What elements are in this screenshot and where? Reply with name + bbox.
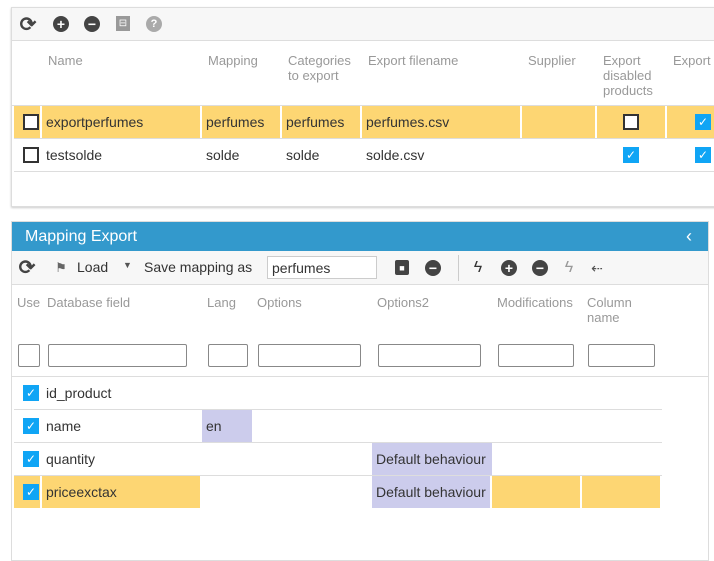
col-export-disabled[interactable]: Export disabled products: [603, 53, 653, 98]
lightning-disabled-icon[interactable]: ϟ: [564, 259, 574, 276]
add-field-icon[interactable]: +: [501, 260, 517, 276]
cell-name: exportperfumes: [42, 106, 202, 138]
cell-options2[interactable]: Default behaviour: [372, 443, 492, 475]
filter-column-name[interactable]: [588, 344, 655, 367]
col-modifications[interactable]: Modifications: [497, 295, 573, 310]
col-database-field[interactable]: Database field: [47, 295, 131, 310]
mapping-row[interactable]: ✓ name en: [14, 410, 662, 443]
cell-lang[interactable]: en: [202, 410, 252, 442]
cell-field: id_product: [46, 385, 112, 401]
cell-filename: perfumes.csv: [362, 106, 522, 138]
col-options[interactable]: Options: [257, 295, 302, 310]
cell-field: priceexctax: [42, 476, 202, 508]
exports-toolbar: ⟳ + − ⊟ ?: [12, 8, 714, 41]
delete-mapping-icon[interactable]: −: [425, 260, 441, 276]
load-dropdown-caret-icon[interactable]: ▼: [123, 260, 132, 270]
cell-name: testsolde: [46, 147, 103, 163]
cell-modifications[interactable]: [492, 476, 582, 508]
cell-mapping: solde: [206, 147, 240, 163]
filter-options2[interactable]: [378, 344, 481, 367]
use-checkbox[interactable]: ✓: [23, 418, 39, 434]
table-row[interactable]: exportperfumes perfumes perfumes perfume…: [14, 106, 714, 139]
use-checkbox[interactable]: ✓: [23, 484, 39, 500]
remove-icon[interactable]: −: [84, 16, 100, 32]
mapping-toolbar: ⟳ ⚑ Load ▼ Save mapping as ■ − ϟ + − ϟ ⇠: [12, 251, 708, 285]
use-checkbox[interactable]: ✓: [23, 385, 39, 401]
export-combinations-checkbox[interactable]: ✓: [695, 114, 711, 130]
import-icon[interactable]: ⇠: [591, 259, 603, 276]
cell-mapping: perfumes: [202, 106, 282, 138]
col-lang[interactable]: Lang: [207, 295, 236, 310]
mapping-row[interactable]: ✓ quantity Default behaviour: [14, 443, 662, 476]
col-name[interactable]: Name: [48, 53, 83, 68]
filter-database-field[interactable]: [48, 344, 187, 367]
export-combinations-checkbox[interactable]: ✓: [695, 147, 711, 163]
filter-options[interactable]: [258, 344, 361, 367]
mapping-row[interactable]: ✓ id_product: [14, 377, 662, 410]
cell-categories: solde: [286, 147, 320, 163]
remove-field-icon[interactable]: −: [532, 260, 548, 276]
mapping-export-panel: Mapping Export ‹ ⟳ ⚑ Load ▼ Save mapping…: [11, 221, 709, 561]
add-icon[interactable]: +: [53, 16, 69, 32]
col-mapping[interactable]: Mapping: [208, 53, 258, 68]
export-disabled-checkbox[interactable]: ✓: [623, 147, 639, 163]
filter-use[interactable]: [18, 344, 40, 367]
filter-lang[interactable]: [208, 344, 248, 367]
collapse-chevron-icon[interactable]: ‹: [686, 226, 692, 246]
row-checkbox[interactable]: [23, 147, 39, 163]
help-icon[interactable]: ?: [146, 16, 162, 32]
refresh-icon[interactable]: ⟳: [19, 13, 37, 36]
load-mapping-icon[interactable]: ⚑: [55, 260, 67, 275]
cell-field: name: [46, 418, 82, 434]
mapping-name-input[interactable]: [267, 256, 377, 279]
use-checkbox[interactable]: ✓: [23, 451, 39, 467]
lightning-icon[interactable]: ϟ: [473, 259, 483, 276]
col-use[interactable]: Use: [17, 295, 41, 310]
col-export-combinations[interactable]: Export combin: [673, 53, 714, 68]
cell-column-name[interactable]: [582, 476, 662, 508]
save-icon[interactable]: ■: [395, 260, 409, 275]
save-as-label: Save mapping as: [144, 259, 253, 275]
table-row[interactable]: testsolde solde solde solde.csv ✓ ✓: [14, 139, 714, 172]
columns-icon[interactable]: ⊟: [116, 16, 130, 31]
col-column-name[interactable]: Column name: [587, 295, 632, 325]
col-options2[interactable]: Options2: [377, 295, 430, 310]
cell-supplier: [522, 106, 597, 138]
filter-modifications[interactable]: [498, 344, 574, 367]
cell-field: quantity: [46, 451, 96, 467]
panel-header: Mapping Export ‹: [12, 222, 708, 251]
col-filename[interactable]: Export filename: [368, 53, 459, 68]
export-disabled-checkbox[interactable]: [623, 114, 639, 130]
panel-title: Mapping Export: [25, 228, 138, 245]
cell-filename: solde.csv: [366, 147, 425, 163]
cell-categories: perfumes: [282, 106, 362, 138]
col-categories[interactable]: Categories to export: [288, 53, 351, 83]
col-supplier[interactable]: Supplier: [528, 53, 576, 68]
row-checkbox[interactable]: [23, 114, 39, 130]
load-button[interactable]: Load: [77, 259, 109, 275]
cell-options2[interactable]: Default behaviour: [372, 476, 492, 508]
exports-grid-panel: ⟳ + − ⊟ ? Name Mapping Categories to exp…: [11, 7, 714, 207]
refresh-icon[interactable]: ⟳: [18, 256, 36, 279]
mapping-row[interactable]: ✓ priceexctax Default behaviour: [14, 476, 662, 509]
